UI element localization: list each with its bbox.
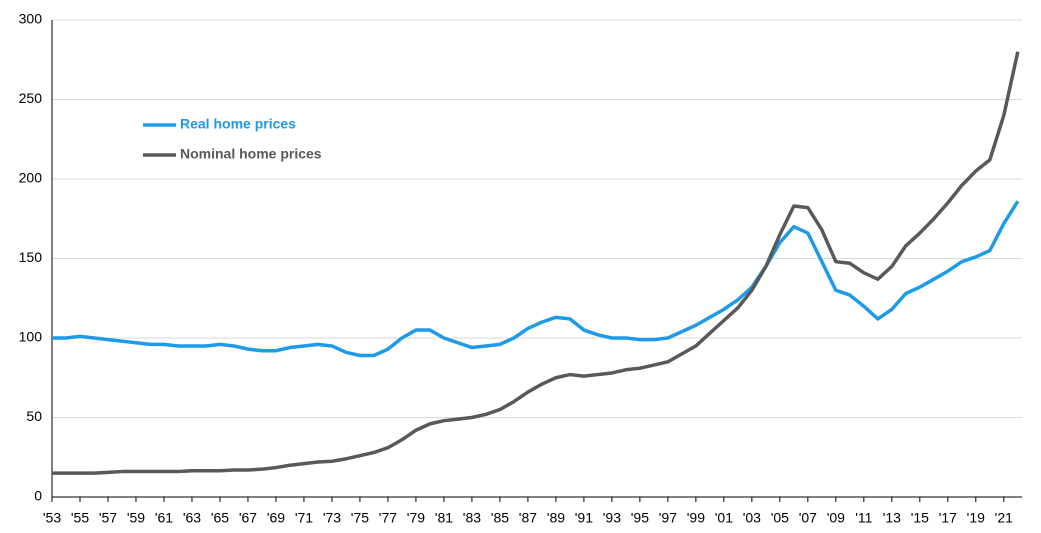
x-tick-label: '11 (855, 510, 872, 526)
x-tick-label: '19 (967, 510, 985, 526)
x-tick-label: '07 (799, 510, 817, 526)
x-tick-label: '91 (575, 510, 593, 526)
y-tick-label: 200 (19, 170, 43, 186)
x-tick-label: '15 (911, 510, 929, 526)
series-line (52, 200, 1020, 358)
legend-label: Nominal home prices (180, 146, 322, 162)
x-tick-label: '75 (351, 510, 369, 526)
x-tick-label: '87 (519, 510, 537, 526)
x-tick-label: '81 (435, 510, 453, 526)
x-tick-label: '69 (267, 510, 285, 526)
x-tick-label: '53 (43, 510, 61, 526)
x-tick-label: '97 (659, 510, 677, 526)
x-tick-label: '61 (155, 510, 173, 526)
x-tick-label: '63 (183, 510, 201, 526)
x-tick-label: '67 (239, 510, 257, 526)
x-tick-label: '03 (743, 510, 761, 526)
x-tick-label: '71 (295, 510, 313, 526)
x-tick-label: '73 (323, 510, 341, 526)
series-line (52, 51, 1020, 475)
x-tick-label: '95 (631, 510, 649, 526)
x-tick-label: '77 (379, 510, 397, 526)
x-tick-label: '93 (603, 510, 621, 526)
x-tick-label: '09 (827, 510, 845, 526)
y-tick-label: 50 (26, 408, 42, 424)
x-tick-label: '01 (715, 510, 733, 526)
x-tick-label: '83 (463, 510, 481, 526)
x-tick-label: '17 (939, 510, 957, 526)
x-tick-label: '21 (995, 510, 1013, 526)
x-tick-label: '05 (771, 510, 789, 526)
legend-label: Real home prices (180, 116, 296, 132)
x-tick-label: '57 (99, 510, 117, 526)
y-tick-label: 150 (19, 249, 43, 265)
x-tick-label: '85 (491, 510, 509, 526)
x-tick-label: '59 (127, 510, 145, 526)
x-tick-label: '99 (687, 510, 705, 526)
x-tick-label: '89 (547, 510, 565, 526)
x-tick-label: '79 (407, 510, 425, 526)
y-tick-label: 100 (19, 329, 43, 345)
x-tick-label: '65 (211, 510, 229, 526)
y-tick-label: 0 (34, 488, 42, 504)
x-tick-label: '13 (883, 510, 901, 526)
x-tick-label: '55 (71, 510, 89, 526)
y-tick-label: 300 (19, 11, 43, 27)
y-tick-label: 250 (19, 90, 43, 106)
